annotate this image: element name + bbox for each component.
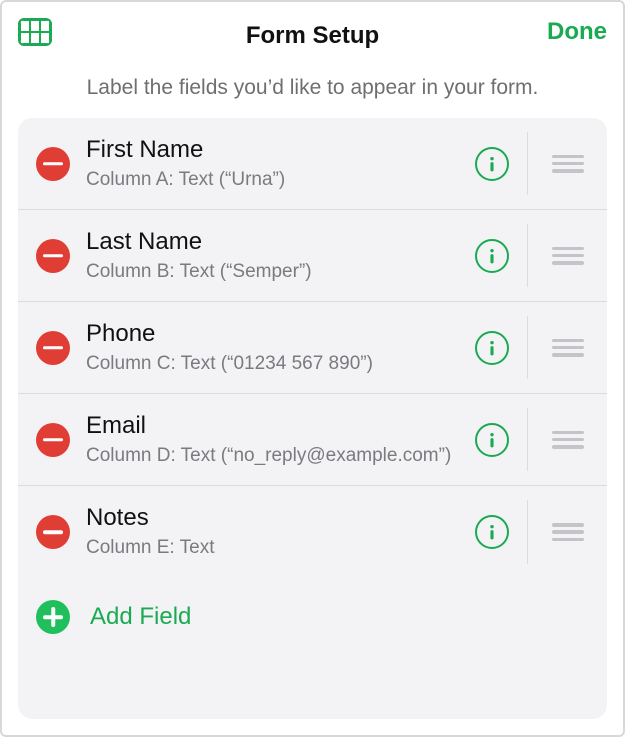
drag-handle-icon[interactable]	[552, 155, 584, 173]
field-detail: Column D: Text (“no_reply@example.com”)	[86, 444, 459, 468]
field-text-block[interactable]: First Name Column A: Text (“Urna”)	[70, 136, 475, 192]
delete-icon[interactable]	[36, 147, 70, 181]
drag-zone[interactable]	[527, 500, 607, 564]
field-text-block[interactable]: Email Column D: Text (“no_reply@example.c…	[70, 412, 475, 468]
drag-zone[interactable]	[527, 224, 607, 287]
delete-icon[interactable]	[36, 423, 70, 457]
info-icon[interactable]	[475, 423, 509, 457]
field-row: First Name Column A: Text (“Urna”)	[18, 118, 607, 210]
drag-handle-icon[interactable]	[552, 431, 584, 449]
info-icon[interactable]	[475, 239, 509, 273]
field-text-block[interactable]: Notes Column E: Text	[70, 504, 475, 560]
field-detail: Column C: Text (“01234 567 890”)	[86, 352, 459, 376]
field-label: Phone	[86, 320, 459, 348]
field-row: Notes Column E: Text	[18, 486, 607, 578]
field-text-block[interactable]: Last Name Column B: Text (“Semper”)	[70, 228, 475, 284]
table-icon[interactable]	[18, 18, 52, 46]
drag-handle-icon[interactable]	[552, 339, 584, 357]
page-title: Form Setup	[246, 22, 379, 50]
field-label: Notes	[86, 504, 459, 532]
drag-zone[interactable]	[527, 132, 607, 195]
header: Form Setup Done	[18, 16, 607, 56]
drag-zone[interactable]	[527, 316, 607, 379]
delete-icon[interactable]	[36, 239, 70, 273]
plus-icon[interactable]	[36, 600, 70, 634]
field-row: Email Column D: Text (“no_reply@example.c…	[18, 394, 607, 486]
drag-zone[interactable]	[527, 408, 607, 471]
form-setup-panel: Form Setup Done Label the fields you’d l…	[0, 0, 625, 737]
drag-handle-icon[interactable]	[552, 247, 584, 265]
field-label: Last Name	[86, 228, 459, 256]
field-text-block[interactable]: Phone Column C: Text (“01234 567 890”)	[70, 320, 475, 376]
field-detail: Column A: Text (“Urna”)	[86, 168, 459, 192]
field-row: Last Name Column B: Text (“Semper”)	[18, 210, 607, 302]
fields-card: First Name Column A: Text (“Urna”) Last Na…	[18, 118, 607, 719]
drag-handle-icon[interactable]	[552, 523, 584, 541]
delete-icon[interactable]	[36, 515, 70, 549]
done-button[interactable]: Done	[547, 18, 607, 46]
info-icon[interactable]	[475, 331, 509, 365]
info-icon[interactable]	[475, 147, 509, 181]
add-field-row[interactable]: Add Field	[18, 578, 607, 656]
field-label: First Name	[86, 136, 459, 164]
delete-icon[interactable]	[36, 331, 70, 365]
info-icon[interactable]	[475, 515, 509, 549]
field-detail: Column B: Text (“Semper”)	[86, 260, 459, 284]
field-detail: Column E: Text	[86, 536, 459, 560]
subtitle-text: Label the fields you’d like to appear in…	[18, 76, 607, 100]
field-label: Email	[86, 412, 459, 440]
field-row: Phone Column C: Text (“01234 567 890”)	[18, 302, 607, 394]
add-field-label[interactable]: Add Field	[90, 603, 191, 631]
